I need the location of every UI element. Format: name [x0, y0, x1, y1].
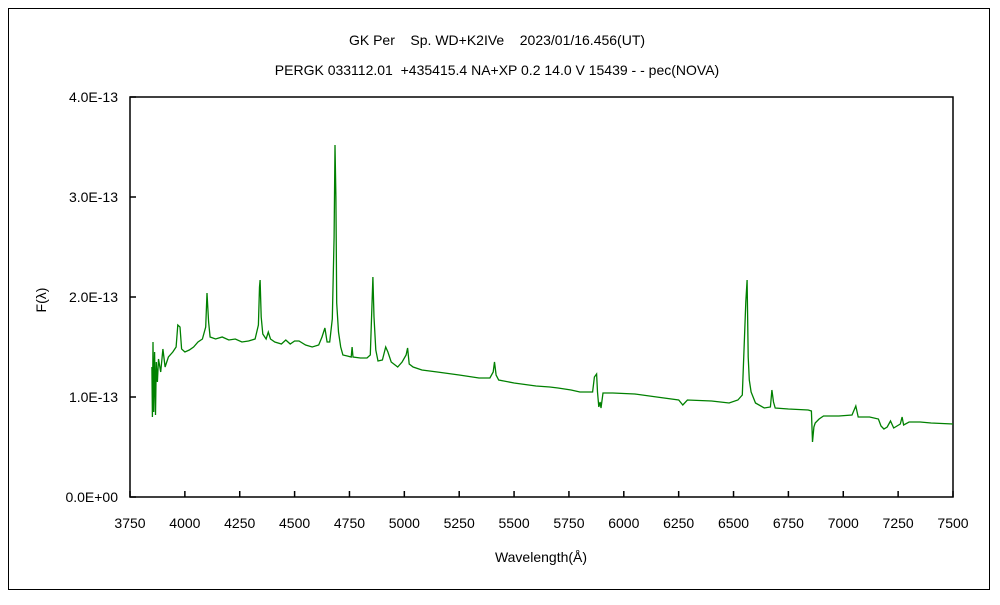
x-tick-label: 5000 [389, 515, 420, 531]
x-tick-label: 6500 [718, 515, 749, 531]
x-tick-label: 4250 [224, 515, 255, 531]
x-tick-label: 7500 [937, 515, 968, 531]
x-tick-label: 7000 [828, 515, 859, 531]
y-tick-label: 2.0E-13 [69, 289, 118, 305]
x-axis: 3750 4000 4250 4500 4750 5000 5250 5500 5750 6000… [114, 491, 969, 531]
x-tick-label: 3750 [114, 515, 145, 531]
x-axis-label: Wavelength(Å) [495, 549, 587, 565]
chart-frame [8, 8, 990, 590]
y-axis-label: F(λ) [33, 288, 49, 313]
x-tick-label: 5250 [444, 515, 475, 531]
x-tick-label: 5500 [498, 515, 529, 531]
y-tick-label: 4.0E-13 [69, 89, 118, 105]
x-tick-label: 7250 [883, 515, 914, 531]
x-tick-label: 5750 [553, 515, 584, 531]
chart-subtitle: PERGK 033112.01 +435415.4 NA+XP 0.2 14.0… [275, 62, 719, 78]
y-tick-label: 1.0E-13 [69, 389, 118, 405]
x-tick-label: 6750 [773, 515, 804, 531]
x-tick-label: 4750 [334, 515, 365, 531]
x-tick-label: 4500 [279, 515, 310, 531]
y-axis: 0.0E+00 1.0E-13 2.0E-13 3.0E-13 4.0E-13 [65, 89, 136, 505]
series-layer [151, 144, 954, 443]
x-tick-label: 6250 [663, 515, 694, 531]
y-tick-label: 0.0E+00 [65, 489, 118, 505]
x-tick-label: 6000 [608, 515, 639, 531]
y-tick-label: 3.0E-13 [69, 189, 118, 205]
chart-title: GK Per Sp. WD+K2IVe 2023/01/16.456(UT) [349, 32, 645, 48]
spectrum-line [151, 144, 954, 443]
x-tick-label: 4000 [169, 515, 200, 531]
